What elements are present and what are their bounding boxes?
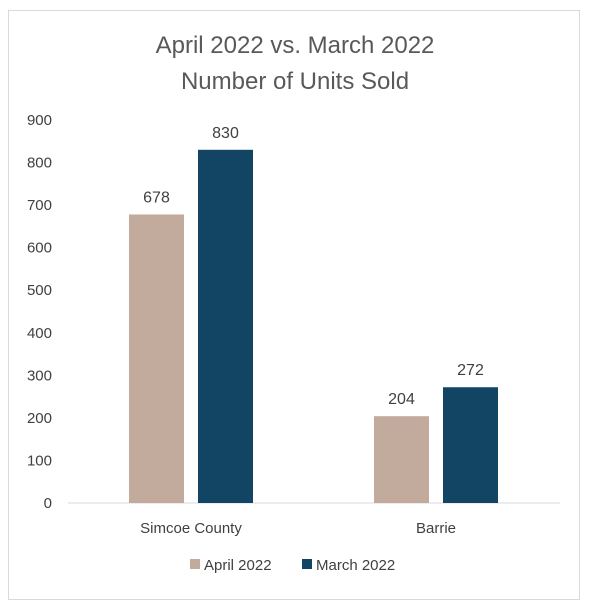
bar-simcoe-county-march-2022 bbox=[198, 149, 253, 504]
y-tick-label-600: 600 bbox=[27, 240, 52, 257]
y-tick-label-100: 100 bbox=[27, 452, 52, 469]
data-label-barrie-april-2022: 204 bbox=[388, 391, 415, 408]
y-tick-label-0: 0 bbox=[44, 495, 52, 512]
y-tick-label-700: 700 bbox=[27, 197, 52, 214]
chart-title-line-1: April 2022 vs. March 2022 bbox=[156, 32, 435, 59]
bar-simcoe-county-april-2022 bbox=[129, 214, 184, 503]
x-category-label-simcoe-county: Simcoe County bbox=[140, 520, 242, 537]
data-label-simcoe-county-march-2022: 830 bbox=[212, 125, 239, 142]
bar-barrie-april-2022 bbox=[374, 416, 429, 503]
legend-label-april-2022: April 2022 bbox=[204, 557, 272, 574]
legend: April 2022 March 2022 bbox=[190, 557, 395, 574]
chart-title-line-2: Number of Units Sold bbox=[181, 68, 409, 95]
x-category-label-barrie: Barrie bbox=[416, 520, 456, 537]
y-tick-label-200: 200 bbox=[27, 410, 52, 427]
y-tick-label-900: 900 bbox=[27, 112, 52, 129]
data-label-simcoe-county-april-2022: 678 bbox=[143, 189, 170, 206]
y-tick-label-300: 300 bbox=[27, 367, 52, 384]
legend-label-march-2022: March 2022 bbox=[316, 557, 395, 574]
data-label-barrie-march-2022: 272 bbox=[457, 362, 484, 379]
legend-swatch-april-2022 bbox=[190, 559, 200, 569]
y-tick-label-500: 500 bbox=[27, 282, 52, 299]
plot-area: 0 100 200 300 400 500 600 700 800 900 678 830 Simcoe… bbox=[27, 112, 560, 537]
legend-swatch-march-2022 bbox=[302, 559, 312, 569]
y-tick-label-800: 800 bbox=[27, 155, 52, 172]
bar-barrie-march-2022 bbox=[443, 387, 498, 503]
y-tick-label-400: 400 bbox=[27, 325, 52, 342]
